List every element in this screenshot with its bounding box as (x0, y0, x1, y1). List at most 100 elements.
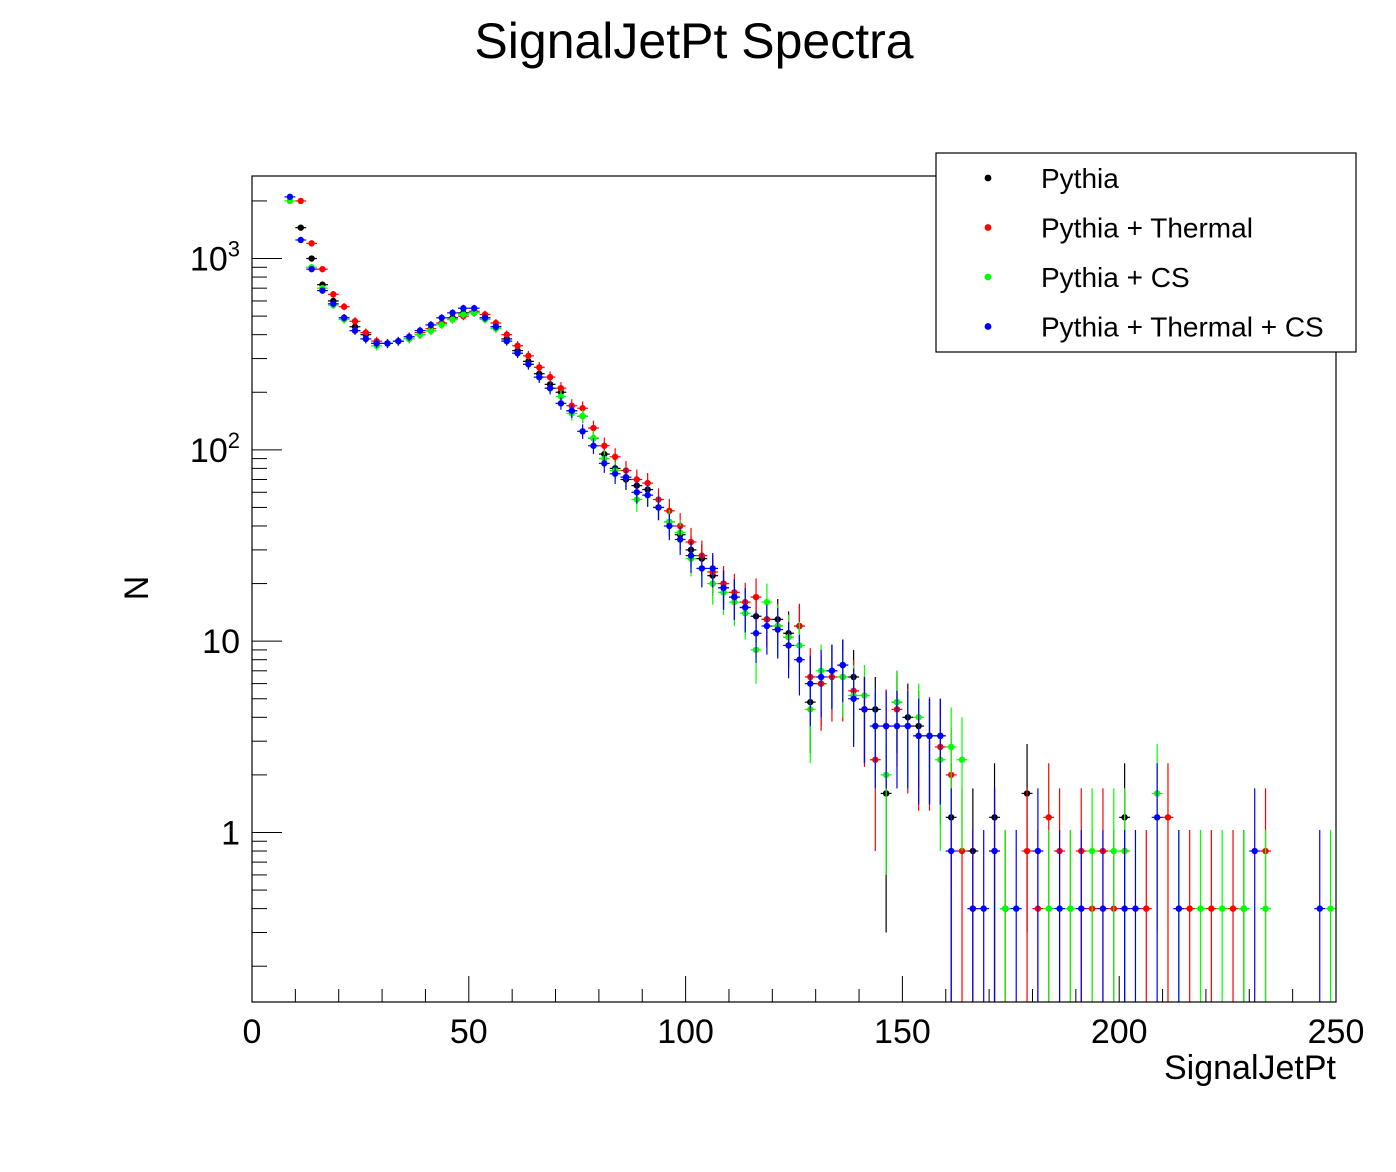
data-point (1088, 847, 1096, 855)
data-point (557, 400, 565, 407)
data-point (1143, 905, 1150, 912)
data-point (297, 224, 304, 231)
data-point (557, 384, 565, 392)
data-point (709, 565, 716, 572)
data-point (1164, 814, 1172, 821)
y-tick-label: 102 (190, 428, 240, 470)
legend-box (935, 152, 1357, 353)
data-point (525, 352, 532, 360)
data-point (611, 470, 619, 477)
data-point (1262, 905, 1269, 912)
data-point (655, 504, 662, 511)
legend-label: Pythia + Thermal (1041, 213, 1253, 244)
data-point (980, 905, 987, 912)
data-point (362, 335, 370, 343)
chart-title: SignalJetPt Spectra (474, 13, 913, 69)
data-point (611, 453, 619, 460)
legend-label: Pythia + CS (1041, 262, 1190, 293)
data-point (1251, 847, 1258, 855)
data-point (579, 428, 586, 435)
data-point (340, 314, 348, 321)
data-point (481, 314, 489, 321)
data-point (557, 393, 565, 400)
data-point (1327, 905, 1334, 912)
data-point (742, 604, 749, 611)
x-tick-label: 250 (1308, 1013, 1365, 1051)
data-point (817, 673, 825, 681)
data-point (633, 489, 641, 496)
data-point (330, 300, 337, 307)
data-point (752, 630, 760, 637)
data-point (362, 329, 370, 336)
data-point (1045, 905, 1052, 912)
data-point (460, 311, 467, 318)
data-point (1186, 905, 1193, 912)
data-point (839, 661, 846, 669)
y-axis-title: N (118, 576, 156, 601)
legend-items: Pythia Pythia + Thermal Pythia + CS Pythia … (984, 163, 1324, 343)
data-point (1240, 905, 1248, 912)
legend-marker (984, 174, 992, 182)
data-point (1132, 905, 1139, 912)
data-point (687, 552, 695, 559)
legend-label: Pythia + Thermal + CS (1041, 312, 1324, 343)
data-point (351, 327, 359, 334)
data-point (297, 236, 304, 244)
data-point (449, 309, 456, 317)
data-point (752, 593, 760, 601)
data-point (774, 626, 781, 633)
data-point (861, 706, 868, 713)
data-point (1153, 814, 1161, 821)
data-point (568, 407, 575, 414)
data-point (308, 265, 315, 273)
legend-label: Pythia (1041, 163, 1119, 194)
data-point (340, 303, 348, 310)
y-tick-label: 10 (202, 623, 240, 661)
data-point (915, 732, 922, 740)
data-point (698, 565, 706, 572)
plot-frame (251, 175, 1337, 1003)
data-point (308, 255, 315, 262)
data-point (1002, 905, 1009, 912)
data-point (872, 722, 879, 730)
data-point (427, 321, 435, 329)
data-point (676, 536, 684, 543)
data-point (427, 327, 435, 334)
data-point (1175, 905, 1183, 912)
data-point (330, 291, 337, 298)
data-point (1197, 905, 1204, 912)
data-point (308, 240, 315, 247)
y-tick-label: 103 (190, 237, 240, 279)
data-point (807, 680, 814, 687)
legend: Pythia Pythia + Thermal Pythia + CS Pythia … (935, 152, 1357, 353)
x-tick-label: 200 (1091, 1013, 1148, 1051)
data-point (514, 342, 521, 349)
x-axis-title: SignalJetPt (1164, 1049, 1337, 1087)
data-point (471, 305, 478, 312)
data-point (601, 460, 608, 467)
data-point (579, 405, 586, 412)
data-point (319, 265, 326, 273)
data-point (926, 732, 933, 740)
data-point (796, 656, 803, 663)
data-point (958, 756, 966, 763)
series-4 (284, 193, 1326, 1002)
data-point (395, 337, 402, 345)
data-point (1229, 905, 1237, 912)
data-point (1208, 905, 1215, 912)
data-point (546, 384, 554, 392)
data-point (644, 479, 651, 487)
y-tick-label: 1 (221, 814, 240, 852)
data-point (947, 847, 955, 855)
data-point (384, 340, 391, 347)
data-point (449, 316, 456, 323)
data-point (1067, 905, 1074, 912)
data-point (850, 695, 857, 702)
data-point (319, 287, 326, 294)
data-point (763, 598, 771, 606)
data-point (1045, 814, 1052, 821)
plot-series (284, 193, 1336, 1002)
data-point (644, 491, 651, 499)
axis-ticks: 0 50 100 150 200 250 1 10 102 103 (190, 200, 1365, 1051)
